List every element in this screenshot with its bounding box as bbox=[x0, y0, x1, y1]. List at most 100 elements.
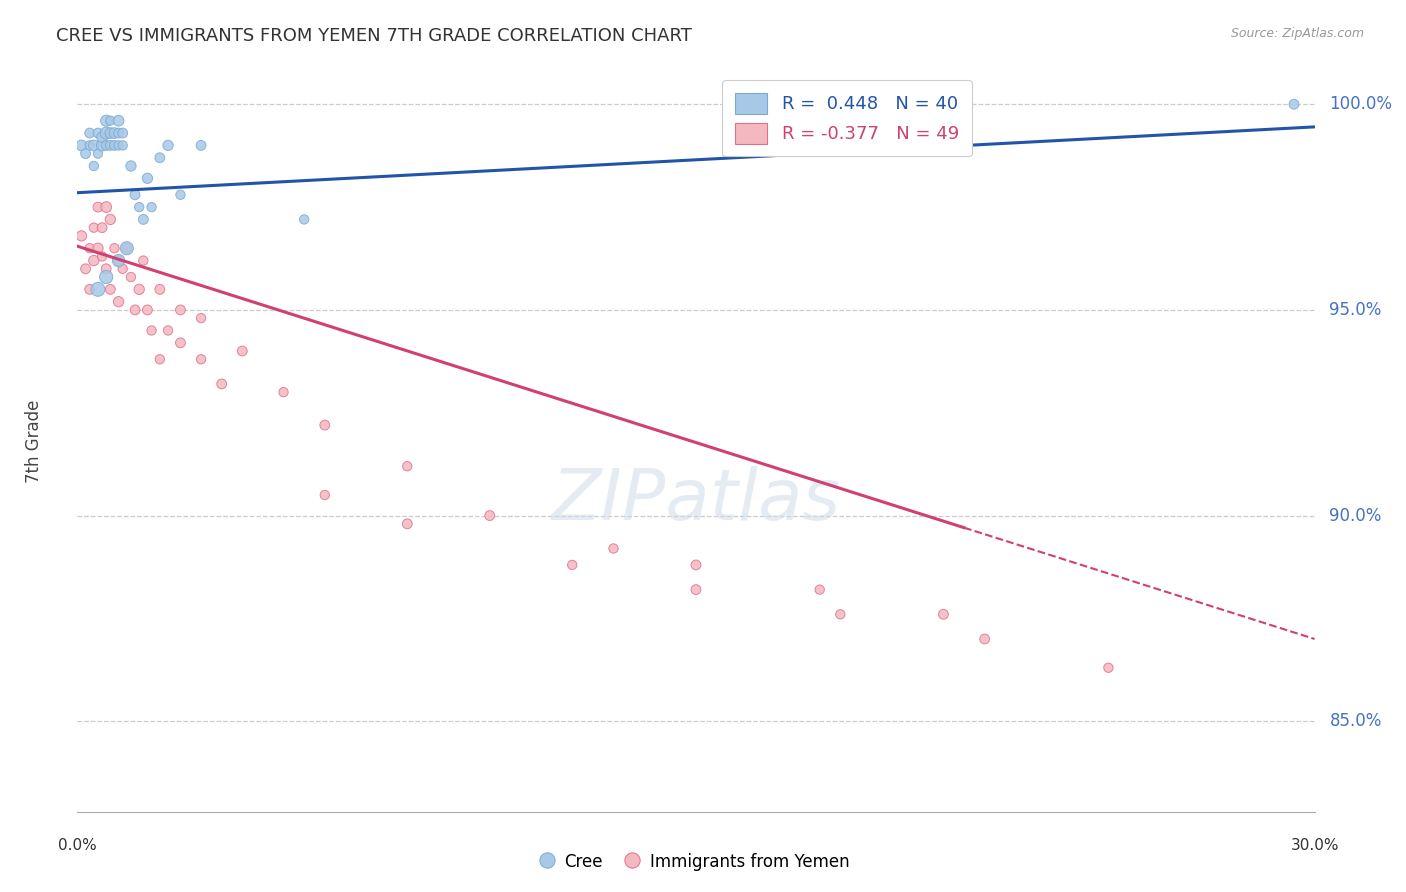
Point bbox=[98, 282, 121, 296]
Point bbox=[149, 282, 172, 296]
Point bbox=[107, 126, 129, 140]
Text: CREE VS IMMIGRANTS FROM YEMEN 7TH GRADE CORRELATION CHART: CREE VS IMMIGRANTS FROM YEMEN 7TH GRADE … bbox=[56, 27, 692, 45]
Point bbox=[87, 146, 110, 161]
Point bbox=[111, 126, 134, 140]
Text: 85.0%: 85.0% bbox=[1330, 712, 1382, 731]
Text: 100.0%: 100.0% bbox=[1330, 95, 1392, 113]
Point bbox=[602, 541, 624, 556]
Point bbox=[107, 113, 129, 128]
Point bbox=[973, 632, 995, 646]
Text: 90.0%: 90.0% bbox=[1330, 507, 1382, 524]
Point bbox=[96, 126, 118, 140]
Point bbox=[685, 558, 707, 572]
Point bbox=[149, 151, 172, 165]
Point bbox=[141, 323, 163, 337]
Point bbox=[111, 261, 134, 276]
Point bbox=[124, 302, 146, 317]
Point bbox=[87, 200, 110, 214]
Point bbox=[75, 261, 97, 276]
Point bbox=[157, 323, 180, 337]
Point bbox=[830, 607, 852, 622]
Point bbox=[107, 253, 129, 268]
Point bbox=[96, 200, 118, 214]
Point bbox=[91, 220, 114, 235]
Point bbox=[87, 126, 110, 140]
Point bbox=[561, 558, 583, 572]
Point bbox=[314, 488, 336, 502]
Point bbox=[91, 130, 114, 145]
Point bbox=[96, 270, 118, 285]
Point bbox=[120, 270, 142, 285]
Point bbox=[314, 418, 336, 433]
Point bbox=[292, 212, 315, 227]
Legend: Cree, Immigrants from Yemen: Cree, Immigrants from Yemen bbox=[536, 846, 856, 878]
Point bbox=[83, 253, 105, 268]
Point bbox=[685, 582, 707, 597]
Point bbox=[149, 352, 172, 367]
Point bbox=[87, 241, 110, 255]
Point bbox=[79, 126, 101, 140]
Text: ZIPatlas: ZIPatlas bbox=[551, 467, 841, 535]
Point bbox=[70, 138, 93, 153]
Point bbox=[932, 607, 955, 622]
Point bbox=[98, 212, 121, 227]
Point bbox=[1097, 661, 1119, 675]
Point bbox=[190, 352, 212, 367]
Point bbox=[70, 228, 93, 243]
Point bbox=[91, 249, 114, 263]
Point bbox=[273, 385, 295, 400]
Text: 0.0%: 0.0% bbox=[58, 838, 97, 853]
Text: Source: ZipAtlas.com: Source: ZipAtlas.com bbox=[1230, 27, 1364, 40]
Point bbox=[79, 138, 101, 153]
Point bbox=[136, 171, 159, 186]
Point bbox=[98, 126, 121, 140]
Point bbox=[83, 138, 105, 153]
Point bbox=[128, 282, 150, 296]
Point bbox=[96, 113, 118, 128]
Point bbox=[103, 126, 125, 140]
Point bbox=[136, 302, 159, 317]
Point bbox=[808, 582, 831, 597]
Point bbox=[231, 344, 253, 359]
Point bbox=[808, 97, 831, 112]
Point bbox=[79, 241, 101, 255]
Point bbox=[91, 138, 114, 153]
Point bbox=[157, 138, 180, 153]
Point bbox=[120, 159, 142, 173]
Point bbox=[111, 138, 134, 153]
Point bbox=[396, 459, 419, 474]
Point bbox=[79, 282, 101, 296]
Point bbox=[190, 311, 212, 326]
Point bbox=[115, 241, 138, 255]
Point bbox=[107, 138, 129, 153]
Point bbox=[83, 220, 105, 235]
Point bbox=[107, 294, 129, 309]
Point bbox=[87, 282, 110, 296]
Point bbox=[141, 200, 163, 214]
Point bbox=[396, 516, 419, 531]
Point bbox=[190, 138, 212, 153]
Text: 95.0%: 95.0% bbox=[1330, 301, 1382, 319]
Point bbox=[96, 261, 118, 276]
Point bbox=[132, 253, 155, 268]
Point bbox=[169, 335, 191, 350]
Point bbox=[1282, 97, 1305, 112]
Point bbox=[128, 200, 150, 214]
Point bbox=[103, 241, 125, 255]
Point bbox=[98, 138, 121, 153]
Point bbox=[75, 146, 97, 161]
Point bbox=[96, 138, 118, 153]
Point bbox=[83, 159, 105, 173]
Point bbox=[98, 113, 121, 128]
Point bbox=[124, 187, 146, 202]
Point bbox=[103, 138, 125, 153]
Point bbox=[115, 241, 138, 255]
Text: 7th Grade: 7th Grade bbox=[25, 400, 44, 483]
Point bbox=[169, 187, 191, 202]
Text: 30.0%: 30.0% bbox=[1291, 838, 1339, 853]
Point bbox=[478, 508, 501, 523]
Point bbox=[132, 212, 155, 227]
Point bbox=[107, 253, 129, 268]
Point bbox=[211, 376, 233, 391]
Point bbox=[169, 302, 191, 317]
